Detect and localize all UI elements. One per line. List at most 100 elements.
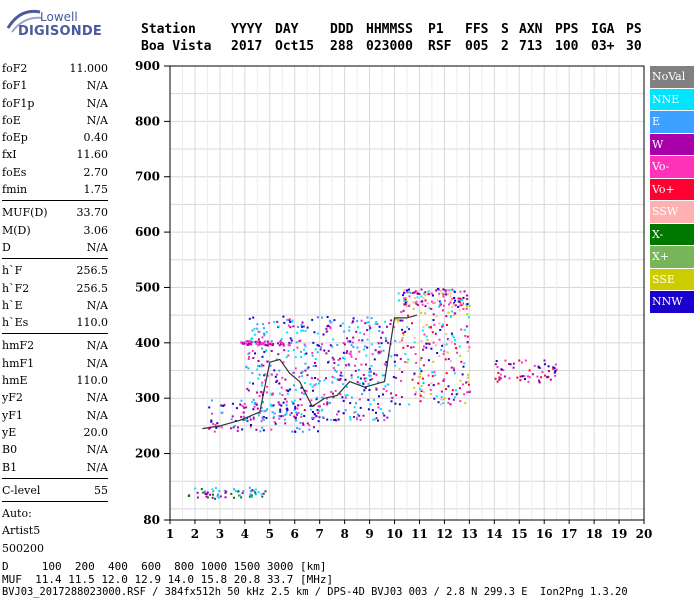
echo-point	[256, 407, 259, 410]
echo-point	[240, 341, 242, 344]
echo-point	[313, 416, 316, 419]
echo-point	[273, 369, 276, 372]
echo-point	[498, 376, 501, 379]
echo-point	[345, 364, 348, 367]
echo-point	[398, 368, 401, 370]
param-value: N/A	[86, 460, 108, 474]
echo-point	[224, 491, 227, 494]
echo-point	[527, 375, 529, 378]
echo-point	[251, 337, 254, 340]
echo-point	[254, 493, 257, 496]
echo-point	[452, 336, 455, 339]
echo-point	[336, 344, 339, 346]
virtual-height-curve	[202, 314, 418, 430]
echo-point	[466, 335, 469, 338]
echo-point	[283, 418, 286, 421]
echo-point	[295, 411, 298, 414]
echo-point	[327, 324, 330, 327]
echo-point	[304, 369, 307, 372]
param-key: B1	[2, 460, 18, 474]
echo-point	[431, 331, 434, 334]
echo-point	[247, 358, 250, 360]
echo-point	[263, 350, 266, 353]
echo-point	[427, 326, 430, 329]
echo-point	[294, 407, 297, 410]
echo-point	[354, 357, 357, 360]
echo-point	[317, 420, 320, 423]
param-row-yf1: yF1 N/A	[2, 407, 108, 424]
echo-point	[460, 360, 463, 363]
echo-point	[536, 375, 539, 378]
echo-point	[468, 304, 471, 307]
echo-point	[200, 488, 203, 491]
header-value-5: RSF	[428, 39, 452, 54]
echo-point	[419, 387, 421, 390]
echo-point	[312, 365, 315, 367]
echo-point	[299, 398, 302, 401]
echo-point	[352, 320, 355, 323]
param-row-md: M(D) 3.06	[2, 222, 108, 239]
echo-point	[374, 322, 377, 325]
echo-point	[412, 291, 415, 294]
echo-point	[250, 495, 253, 498]
echo-point	[500, 368, 503, 371]
echo-point	[455, 347, 458, 350]
echo-point	[280, 415, 283, 418]
echo-point	[423, 345, 425, 348]
echo-point	[531, 373, 534, 376]
echo-point	[547, 370, 550, 372]
echo-point	[369, 374, 372, 377]
echo-point	[300, 404, 303, 407]
echo-point	[453, 311, 456, 314]
header-value-6: 005	[465, 39, 489, 54]
echo-point	[436, 299, 439, 302]
echo-point	[263, 341, 266, 344]
echo-point	[272, 415, 275, 418]
echo-point	[384, 320, 387, 323]
echo-point	[286, 392, 289, 395]
echo-point	[210, 419, 213, 422]
echo-point	[449, 292, 452, 295]
echo-point	[325, 352, 328, 355]
echo-point	[294, 367, 297, 370]
echo-point	[316, 332, 319, 335]
echo-point	[449, 301, 452, 304]
param-key: fmin	[2, 183, 28, 197]
echo-point	[296, 427, 299, 429]
echo-point	[331, 356, 334, 359]
echo-point	[261, 391, 264, 394]
echo-point	[311, 354, 314, 357]
echo-point	[451, 306, 454, 309]
echo-point	[413, 291, 416, 294]
echo-point	[402, 346, 405, 349]
echo-point	[261, 355, 264, 358]
echo-point	[241, 492, 244, 495]
echo-point	[314, 383, 317, 386]
echo-point	[546, 376, 549, 379]
echo-point	[533, 364, 536, 367]
param-key: fxI	[2, 148, 17, 162]
echo-point	[271, 344, 274, 347]
echo-point	[397, 318, 399, 321]
echo-point	[348, 364, 351, 367]
echo-point	[285, 404, 288, 407]
echo-point	[421, 377, 424, 380]
param-value: N/A	[86, 391, 108, 405]
echo-point	[444, 358, 447, 361]
y-tick-label: 300	[135, 391, 160, 405]
echo-point	[437, 401, 440, 404]
echo-point	[445, 333, 448, 336]
echo-point	[341, 322, 344, 325]
header-value-9: 100	[555, 39, 579, 54]
echo-point	[187, 495, 190, 497]
echo-point	[318, 405, 321, 407]
echo-point	[329, 327, 332, 330]
header-label-8: AXN	[519, 22, 543, 37]
echo-point	[303, 353, 306, 356]
echo-point	[230, 492, 233, 495]
cluster-f-trace-high	[394, 288, 472, 406]
echo-point	[422, 325, 425, 328]
param-value: 11.60	[76, 148, 109, 162]
echo-point	[263, 340, 266, 343]
echo-point	[348, 352, 351, 355]
